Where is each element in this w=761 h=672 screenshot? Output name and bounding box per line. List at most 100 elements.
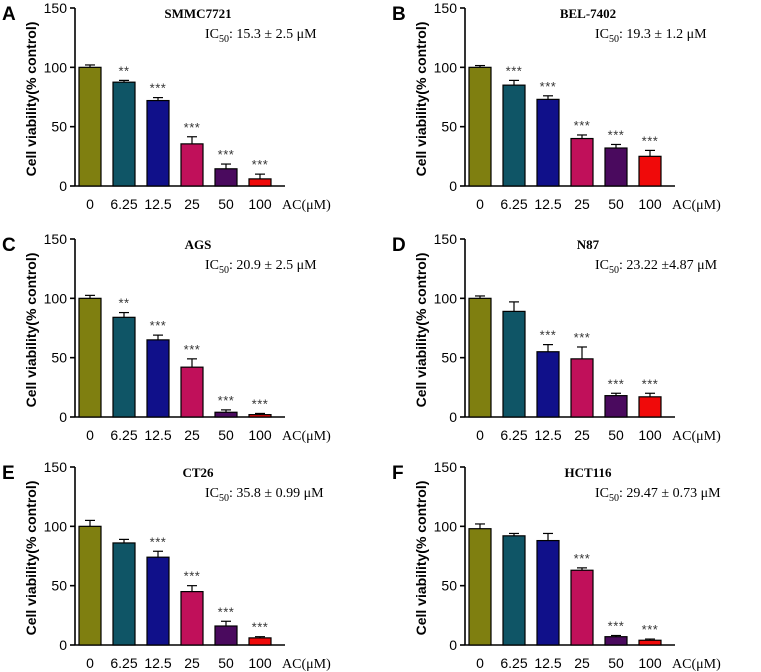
y-tick-label: 0 — [59, 637, 67, 653]
x-tick-label: 25 — [184, 655, 200, 671]
ic50-annotation: IC50: 29.47 ± 0.73 μM — [595, 486, 721, 504]
y-tick-label: 100 — [434, 59, 458, 75]
bar — [214, 625, 238, 646]
ic50-value: : 20.9 ± 2.5 μM — [229, 258, 317, 273]
bar — [468, 66, 492, 187]
x-tick-label: 6.25 — [110, 427, 137, 443]
chart-title: N87 — [577, 237, 600, 252]
x-tick-label: 0 — [86, 655, 94, 671]
significance-label: *** — [574, 118, 591, 133]
significance-label: *** — [150, 81, 167, 96]
bar — [638, 396, 662, 418]
significance-label: *** — [150, 534, 167, 549]
bar — [248, 637, 272, 646]
significance-label: ** — [118, 296, 129, 311]
y-tick-label: 150 — [44, 0, 68, 16]
chart-title: BEL-7402 — [560, 6, 616, 21]
significance-label: *** — [184, 342, 201, 357]
bar — [604, 395, 628, 418]
significance-label: *** — [184, 569, 201, 584]
chart-panel-d: D N87 IC50: 23.22 ±4.87 μM Cell viability(%… — [392, 231, 721, 444]
bar — [112, 542, 136, 646]
panel-letter: F — [392, 463, 404, 484]
bar — [570, 137, 594, 187]
x-tick-label: 100 — [248, 196, 272, 212]
bar — [146, 99, 170, 187]
significance-label: *** — [150, 318, 167, 333]
bar — [112, 81, 136, 187]
bar — [248, 178, 272, 187]
significance-label: *** — [506, 63, 523, 78]
bar — [502, 84, 526, 187]
y-tick-label: 0 — [59, 409, 67, 425]
y-tick-label: 0 — [449, 637, 457, 653]
ic50-label: IC — [205, 27, 219, 42]
significance-label: *** — [184, 120, 201, 135]
ic50-label: IC — [205, 486, 219, 501]
y-axis-label: Cell viability(% control) — [413, 253, 429, 408]
significance-label: *** — [252, 620, 269, 635]
y-axis-label: Cell viability(% control) — [23, 22, 39, 177]
x-tick-label: 12.5 — [144, 655, 171, 671]
ic50-subscript: 50 — [219, 493, 229, 504]
x-tick-label: 100 — [248, 427, 272, 443]
bar — [180, 591, 204, 646]
x-tick-label: 25 — [184, 427, 200, 443]
bar — [536, 351, 560, 418]
y-tick-label: 50 — [441, 119, 457, 135]
x-tick-label: 50 — [218, 196, 234, 212]
bar — [146, 339, 170, 418]
x-tick-label: 0 — [476, 427, 484, 443]
chart-title: CT26 — [182, 465, 214, 480]
bar — [468, 528, 492, 646]
bar — [570, 569, 594, 646]
y-tick-label: 100 — [434, 518, 458, 534]
y-axis-label: Cell viability(% control) — [413, 22, 429, 177]
x-tick-label: 12.5 — [534, 196, 561, 212]
x-tick-label: 100 — [638, 427, 662, 443]
ic50-annotation: IC50: 23.22 ±4.87 μM — [595, 258, 718, 276]
bar — [502, 535, 526, 646]
panel-letter: B — [392, 4, 406, 25]
significance-label: *** — [218, 393, 235, 408]
y-axis-label: Cell viability(% control) — [23, 481, 39, 636]
ic50-value: : 35.8 ± 0.99 μM — [229, 486, 324, 501]
bar — [638, 639, 662, 646]
y-tick-label: 0 — [449, 409, 457, 425]
panel-letter: D — [392, 235, 406, 256]
ic50-value: : 23.22 ±4.87 μM — [619, 258, 718, 273]
x-tick-label: 12.5 — [534, 427, 561, 443]
y-tick-label: 100 — [44, 290, 68, 306]
x-tick-label: 12.5 — [144, 427, 171, 443]
significance-label: *** — [218, 147, 235, 162]
y-tick-label: 50 — [441, 578, 457, 594]
y-tick-label: 150 — [434, 231, 458, 247]
significance-label: *** — [540, 328, 557, 343]
significance-label: *** — [540, 79, 557, 94]
bar — [536, 539, 560, 646]
ic50-annotation: IC50: 20.9 ± 2.5 μM — [205, 258, 317, 276]
significance-label: *** — [252, 157, 269, 172]
bar — [502, 310, 526, 418]
x-tick-label: 50 — [218, 427, 234, 443]
ic50-label: IC — [595, 486, 609, 501]
y-tick-label: 100 — [44, 518, 68, 534]
bar — [468, 297, 492, 418]
x-tick-label: 0 — [476, 655, 484, 671]
x-tick-label: 100 — [638, 655, 662, 671]
bar — [248, 414, 272, 418]
bar — [180, 143, 204, 187]
x-axis-unit: AC(μM) — [282, 657, 331, 672]
significance-label: *** — [642, 133, 659, 148]
significance-label: *** — [642, 376, 659, 391]
y-tick-label: 150 — [434, 0, 458, 16]
bar — [570, 358, 594, 418]
x-tick-label: 6.25 — [500, 655, 527, 671]
x-tick-label: 0 — [86, 196, 94, 212]
x-tick-label: 100 — [638, 196, 662, 212]
bar — [146, 556, 170, 646]
ic50-subscript: 50 — [219, 265, 229, 276]
x-tick-label: 25 — [184, 196, 200, 212]
y-tick-label: 50 — [51, 350, 67, 366]
